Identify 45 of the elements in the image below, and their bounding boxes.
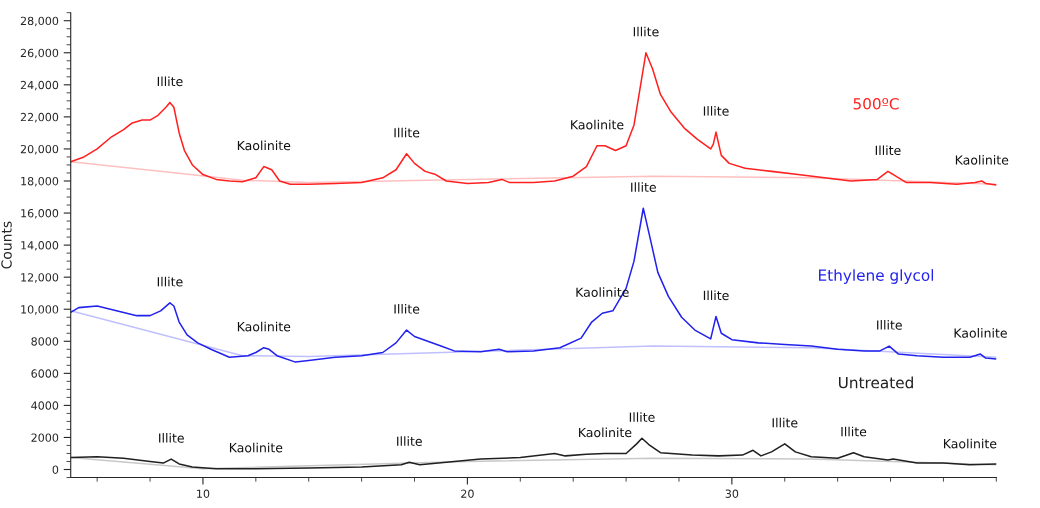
annotation: Illite bbox=[394, 304, 420, 314]
annotation: Illite bbox=[157, 76, 183, 87]
annotation: Illite bbox=[629, 412, 655, 422]
y-tick-label: 10,000 bbox=[21, 305, 59, 315]
y-tick-label: 6000 bbox=[31, 369, 59, 378]
y-tick-label: 4000 bbox=[31, 401, 59, 410]
y-tick-label: 20,000 bbox=[20, 144, 59, 155]
annotation: Kaolinite bbox=[579, 427, 632, 438]
annotation: Kaolinite bbox=[954, 328, 1007, 338]
y-tick-label: 24,000 bbox=[20, 80, 59, 91]
x-tick-label: 20 bbox=[461, 489, 474, 498]
text: Untreated bbox=[839, 376, 913, 389]
y-tick-label: 2000 bbox=[31, 433, 59, 442]
y-tick-label: 18,000 bbox=[21, 176, 59, 187]
annotation: Illite bbox=[875, 145, 901, 156]
annotation: Illite bbox=[159, 433, 184, 443]
y-tick-label: 0 bbox=[52, 465, 59, 474]
annotation: Illite bbox=[841, 426, 867, 437]
annotation: Illite bbox=[394, 127, 420, 138]
y-tick-label: 14,000 bbox=[21, 241, 59, 251]
y-axis-title: Counts bbox=[1, 221, 12, 269]
text: 500ºC bbox=[853, 97, 899, 110]
annotation: Illite bbox=[633, 26, 659, 37]
annotation: Kaolinite bbox=[237, 321, 291, 332]
text: Ethylene glycol bbox=[819, 269, 934, 284]
annotation: Illite bbox=[877, 320, 902, 330]
y-tick-label: 28,000 bbox=[20, 16, 59, 27]
annotation: Illite bbox=[703, 106, 729, 116]
annotation: Kaolinite bbox=[943, 438, 997, 449]
x-tick-label: 30 bbox=[725, 489, 739, 498]
x-tick-label: 10 bbox=[197, 489, 210, 498]
annotation: Kaolinite bbox=[229, 442, 283, 453]
y-tick-label: 16,000 bbox=[21, 209, 59, 219]
y-tick-label: 22,000 bbox=[20, 112, 59, 123]
annotation: Kaolinite bbox=[237, 140, 291, 151]
annotation: Illite bbox=[397, 436, 422, 446]
y-tick-label: 12,000 bbox=[21, 273, 59, 283]
y-tick-label: 26,000 bbox=[20, 48, 59, 59]
annotation: Kaolinite bbox=[955, 155, 1009, 165]
annotation: Illite bbox=[703, 290, 729, 301]
annotation: Illite bbox=[631, 182, 656, 192]
annotation: Kaolinite bbox=[571, 119, 624, 130]
annotation: Illite bbox=[157, 276, 183, 287]
y-tick-label: 8000 bbox=[31, 337, 59, 346]
annotation: Illite bbox=[772, 417, 798, 428]
